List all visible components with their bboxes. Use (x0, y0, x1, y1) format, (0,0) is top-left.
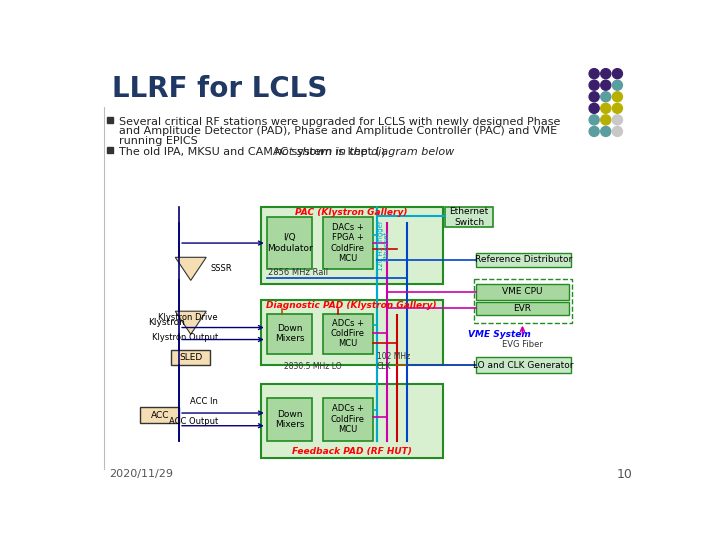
FancyBboxPatch shape (323, 314, 373, 354)
FancyBboxPatch shape (261, 384, 443, 457)
Polygon shape (175, 257, 206, 280)
Text: I/Q
Modulator: I/Q Modulator (266, 233, 312, 253)
Text: not shown in the diagram below: not shown in the diagram below (274, 147, 454, 157)
Text: Klystron Drive: Klystron Drive (158, 313, 218, 322)
FancyBboxPatch shape (171, 350, 210, 365)
FancyBboxPatch shape (261, 300, 443, 365)
Text: The old IPA, MKSU and CAMAC system is kept (: The old IPA, MKSU and CAMAC system is ke… (120, 147, 380, 157)
Text: Ethernet
Switch: Ethernet Switch (449, 207, 489, 227)
Circle shape (589, 103, 599, 113)
Text: 120 Hz Trigger: 120 Hz Trigger (378, 220, 384, 271)
Text: EVR: EVR (513, 304, 531, 313)
Text: Down
Mixers: Down Mixers (275, 410, 305, 429)
FancyBboxPatch shape (261, 207, 443, 284)
Circle shape (600, 92, 611, 102)
Text: running EPICS: running EPICS (120, 136, 198, 146)
FancyBboxPatch shape (266, 398, 312, 441)
Text: ): ) (380, 147, 384, 157)
Text: 102 MHz
CLK: 102 MHz CLK (377, 352, 410, 372)
Text: ACC In: ACC In (190, 397, 218, 407)
Circle shape (589, 69, 599, 79)
Text: Several critical RF stations were upgraded for LCLS with newly designed Phase: Several critical RF stations were upgrad… (120, 117, 561, 127)
Text: ADCs +
ColdFire
MCU: ADCs + ColdFire MCU (330, 319, 365, 348)
FancyBboxPatch shape (266, 314, 312, 354)
Text: Diagnostic PAD (Klystron Gallery): Diagnostic PAD (Klystron Gallery) (266, 301, 437, 309)
FancyBboxPatch shape (323, 398, 373, 441)
FancyBboxPatch shape (476, 253, 570, 267)
Circle shape (600, 69, 611, 79)
Text: Reference Distributor: Reference Distributor (474, 255, 572, 265)
FancyBboxPatch shape (323, 217, 373, 269)
Text: LO and CLK Generator: LO and CLK Generator (473, 361, 573, 369)
Text: LLRF for LCLS: LLRF for LCLS (112, 76, 327, 104)
Circle shape (612, 80, 622, 90)
FancyBboxPatch shape (476, 357, 570, 373)
Text: 2830.5 MHz LO: 2830.5 MHz LO (284, 362, 341, 371)
Text: DACs +
FPGA +
ColdFire
MCU: DACs + FPGA + ColdFire MCU (330, 223, 365, 263)
Text: VME System: VME System (468, 330, 531, 340)
Text: SLED: SLED (179, 353, 202, 362)
FancyBboxPatch shape (266, 217, 312, 269)
Text: PAC (Klystron Gallery): PAC (Klystron Gallery) (295, 208, 408, 217)
Circle shape (600, 80, 611, 90)
FancyBboxPatch shape (140, 408, 179, 423)
Circle shape (589, 80, 599, 90)
Circle shape (612, 115, 622, 125)
FancyBboxPatch shape (476, 302, 569, 315)
Circle shape (612, 126, 622, 137)
FancyBboxPatch shape (445, 207, 493, 226)
Text: 2020/11/29: 2020/11/29 (109, 469, 174, 480)
Text: VME CPU: VME CPU (503, 287, 543, 296)
Circle shape (589, 92, 599, 102)
Text: and Amplitude Detector (PAD), Phase and Amplitude Controller (PAC) and VME: and Amplitude Detector (PAD), Phase and … (120, 126, 557, 137)
Text: 10: 10 (616, 468, 632, 481)
Text: Feedback PAD (RF HUT): Feedback PAD (RF HUT) (292, 447, 412, 456)
Text: EVG Fiber: EVG Fiber (502, 340, 543, 349)
Circle shape (612, 103, 622, 113)
Text: ADCs +
ColdFire
MCU: ADCs + ColdFire MCU (330, 404, 365, 434)
Circle shape (612, 92, 622, 102)
Text: Ethernet: Ethernet (384, 231, 390, 261)
Circle shape (600, 103, 611, 113)
Circle shape (589, 126, 599, 137)
Text: ACC: ACC (150, 410, 169, 420)
Text: Down
Mixers: Down Mixers (275, 324, 305, 343)
Circle shape (589, 115, 599, 125)
Text: 2856 MHz Rail: 2856 MHz Rail (269, 268, 328, 277)
Text: Klystron Output: Klystron Output (152, 333, 218, 342)
Text: SSSR: SSSR (210, 265, 232, 273)
Circle shape (600, 115, 611, 125)
Polygon shape (175, 311, 206, 334)
Text: ACC Output: ACC Output (168, 417, 218, 427)
Circle shape (612, 69, 622, 79)
Circle shape (600, 126, 611, 137)
FancyBboxPatch shape (476, 284, 569, 300)
Text: Klystron: Klystron (148, 318, 185, 327)
